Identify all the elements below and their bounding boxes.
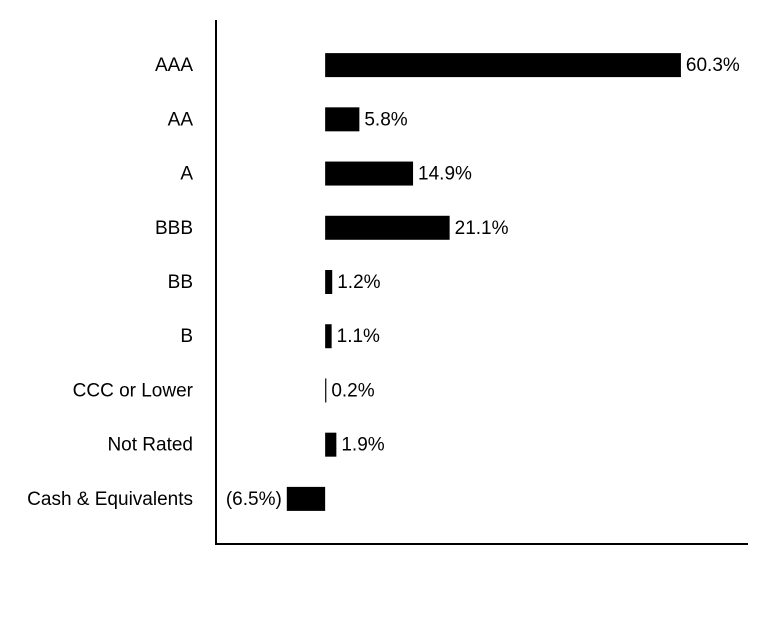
value-label: 0.2% [331, 380, 374, 401]
value-label: 1.1% [337, 326, 380, 347]
bar [325, 324, 332, 349]
value-label: 5.8% [364, 109, 407, 130]
y-tick-label: BB [168, 272, 193, 293]
y-tick-label: CCC or Lower [73, 380, 194, 401]
bar [325, 215, 450, 240]
bar [325, 270, 333, 294]
value-label: 1.9% [341, 435, 384, 456]
value-label: 14.9% [418, 164, 472, 185]
value-label: 60.3% [686, 55, 740, 76]
y-tick-label: A [180, 164, 193, 185]
y-tick-label: B [180, 326, 193, 347]
value-label: 21.1% [455, 218, 509, 239]
y-tick-label: BBB [155, 218, 193, 239]
bar [325, 53, 681, 78]
bar [286, 486, 326, 511]
bar [325, 161, 414, 186]
value-label: 1.2% [337, 272, 380, 293]
value-label: (6.5%) [226, 489, 282, 510]
bar [325, 107, 360, 132]
y-tick-label: Cash & Equivalents [27, 489, 193, 510]
bar [325, 378, 327, 403]
y-tick-label: AAA [155, 55, 193, 76]
y-tick-label: AA [168, 109, 194, 130]
bar [325, 432, 337, 457]
y-tick-label: Not Rated [107, 435, 193, 456]
